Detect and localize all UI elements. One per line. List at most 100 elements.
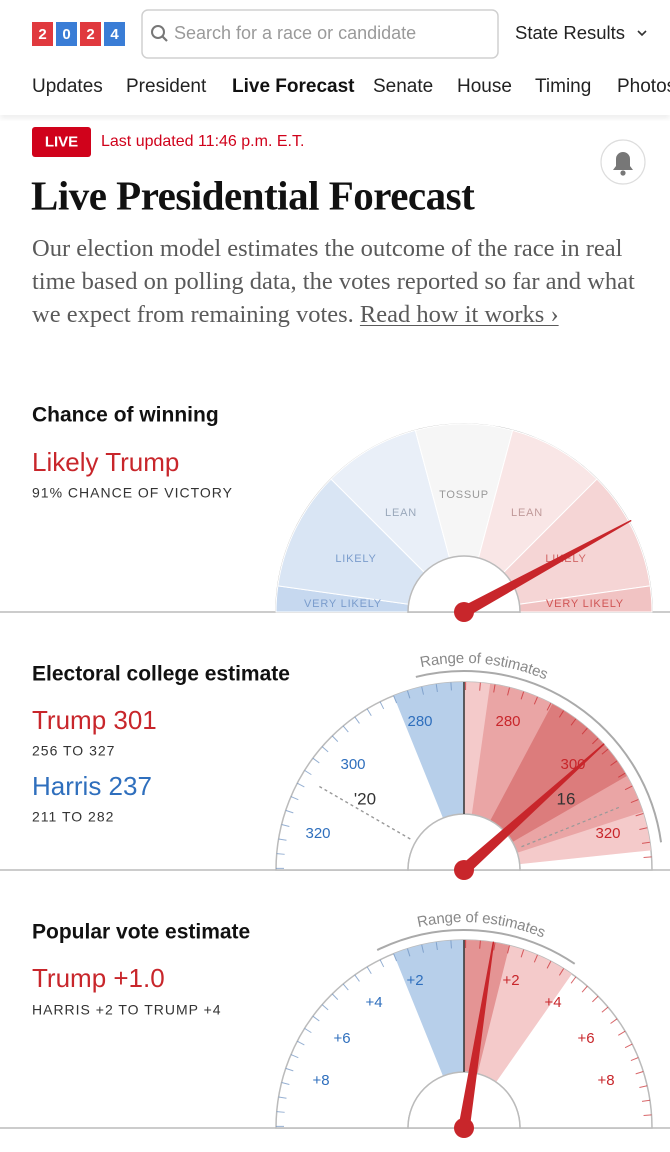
search-field: [141, 9, 499, 59]
gauge-tick: [366, 966, 372, 974]
gauge-tick: [639, 827, 648, 830]
gauge-tick: [276, 853, 285, 855]
candidate-range: 256 TO 327: [32, 743, 115, 759]
gauge-zone: [393, 940, 464, 1077]
gauge-tick: [570, 976, 577, 984]
gauge-tick: [435, 683, 438, 693]
gauge-zone: [393, 682, 464, 819]
nav-link[interactable]: Photos: [617, 76, 670, 97]
tick-label: +4: [365, 994, 382, 1011]
tick-label: 320: [595, 825, 620, 842]
tick-label: +6: [333, 1030, 350, 1047]
popular-range: HARRIS +2 TO TRUMP +4: [32, 1002, 222, 1018]
section-heading: Popular vote estimate: [32, 921, 250, 944]
nav-link[interactable]: Timing: [535, 76, 591, 97]
gauge-tick: [393, 695, 398, 704]
needle-layer: [454, 743, 605, 880]
read-more-link[interactable]: Read how it works ›: [359, 301, 559, 328]
live-badge-label: LIVE: [45, 133, 78, 150]
gauge-tick: [379, 959, 385, 968]
zone-label: LEAN: [511, 507, 543, 519]
gauge-tick: [592, 995, 599, 1003]
gauge-tick: [312, 1015, 320, 1022]
gauge-tick: [533, 696, 538, 705]
gauge-tick: [278, 838, 287, 841]
description-text: Our election model estimates the outcome…: [32, 235, 635, 328]
gauge-tick: [570, 718, 577, 726]
marker-line: [316, 784, 411, 840]
nav-link[interactable]: President: [126, 76, 207, 97]
leader: Likely Trump: [32, 447, 179, 477]
nav-link[interactable]: Senate: [373, 76, 433, 97]
tick-label: +2: [406, 972, 423, 989]
gauge-tick: [635, 812, 644, 817]
gauge-tick: [421, 686, 424, 695]
bell-icon: [613, 152, 633, 170]
search-box[interactable]: Search for a race or candidate: [141, 9, 499, 59]
gauge-face: [0, 670, 670, 871]
nav-link-active[interactable]: Live Forecast: [232, 76, 355, 97]
gauge-tick: [304, 1027, 312, 1034]
gauge-tick: [312, 757, 320, 764]
nav-link[interactable]: Updates: [32, 76, 103, 97]
live-badge: [32, 127, 91, 157]
page-title: Live Presidential Forecast: [31, 172, 475, 218]
zone-label: LIKELY: [335, 553, 376, 565]
gauge-tick: [610, 1018, 618, 1024]
gauge-tick: [581, 985, 588, 993]
marker-line: [521, 805, 622, 848]
state-results-label: State Results: [515, 22, 625, 43]
gauge-tick: [278, 1096, 287, 1099]
logo-digit: 2: [38, 26, 46, 43]
gauge-tick: [379, 701, 385, 710]
zone-labels: VERY LIKELY LIKELY LEAN TOSSUP LEAN LIKE…: [304, 489, 624, 610]
gauge-tick: [421, 944, 424, 953]
nav-link[interactable]: House: [457, 76, 512, 97]
marker-label: '20: [354, 789, 376, 808]
tick-label: +8: [597, 1072, 614, 1089]
gauge-tick: [285, 1067, 294, 1072]
gauge-tick: [342, 725, 349, 733]
tick-label: 320: [305, 825, 330, 842]
gauge-tick: [507, 687, 510, 696]
gauge-tick: [285, 809, 294, 814]
gauge-tick: [558, 968, 565, 976]
tick-label: 280: [495, 713, 520, 730]
logo-digit: 4: [110, 26, 119, 43]
needle-hub: [454, 860, 474, 880]
chance-detail: 91% CHANCE OF VICTORY: [32, 485, 233, 501]
gauge-tick: [558, 710, 565, 718]
needle-layer: [454, 941, 495, 1138]
zone-label: LEAN: [385, 507, 417, 519]
gauge-tick: [321, 746, 329, 753]
tick-label: +2: [502, 972, 519, 989]
candidate-name: Harris 237: [32, 771, 152, 801]
gauge-tick: [493, 684, 496, 693]
gauge-tick: [354, 716, 360, 724]
gauge-tick: [406, 948, 411, 957]
gauge-tick: [643, 856, 652, 858]
gauge-tick: [493, 942, 496, 951]
gauge-tick: [479, 940, 481, 949]
gauge-tick: [354, 974, 360, 982]
gauge-tick: [630, 1057, 639, 1062]
state-results[interactable]: State Results: [515, 22, 647, 43]
zone-label: VERY LIKELY: [546, 598, 624, 610]
gauge-tick: [393, 953, 398, 962]
search-icon: [161, 35, 168, 42]
gauge-tick: [406, 690, 411, 699]
chevron: [637, 30, 647, 37]
last-updated: Last updated 11:46 p.m. E.T.: [101, 133, 304, 150]
range-label-path: Range of estimates: [416, 909, 548, 941]
tick-label: 280: [407, 713, 432, 730]
gauge-tick: [290, 1054, 299, 1059]
tick-label: +8: [312, 1072, 329, 1089]
gauge-zone: [490, 704, 627, 842]
range-label: Range of estimates: [419, 650, 551, 683]
tick-label: +4: [544, 994, 561, 1011]
gauge-tick: [366, 708, 372, 716]
notification-button[interactable]: [600, 139, 646, 185]
candidate-range: 211 TO 282: [32, 809, 114, 825]
logo[interactable]: 2 0 2 4: [32, 22, 125, 46]
logo-digit: 2: [86, 26, 94, 43]
